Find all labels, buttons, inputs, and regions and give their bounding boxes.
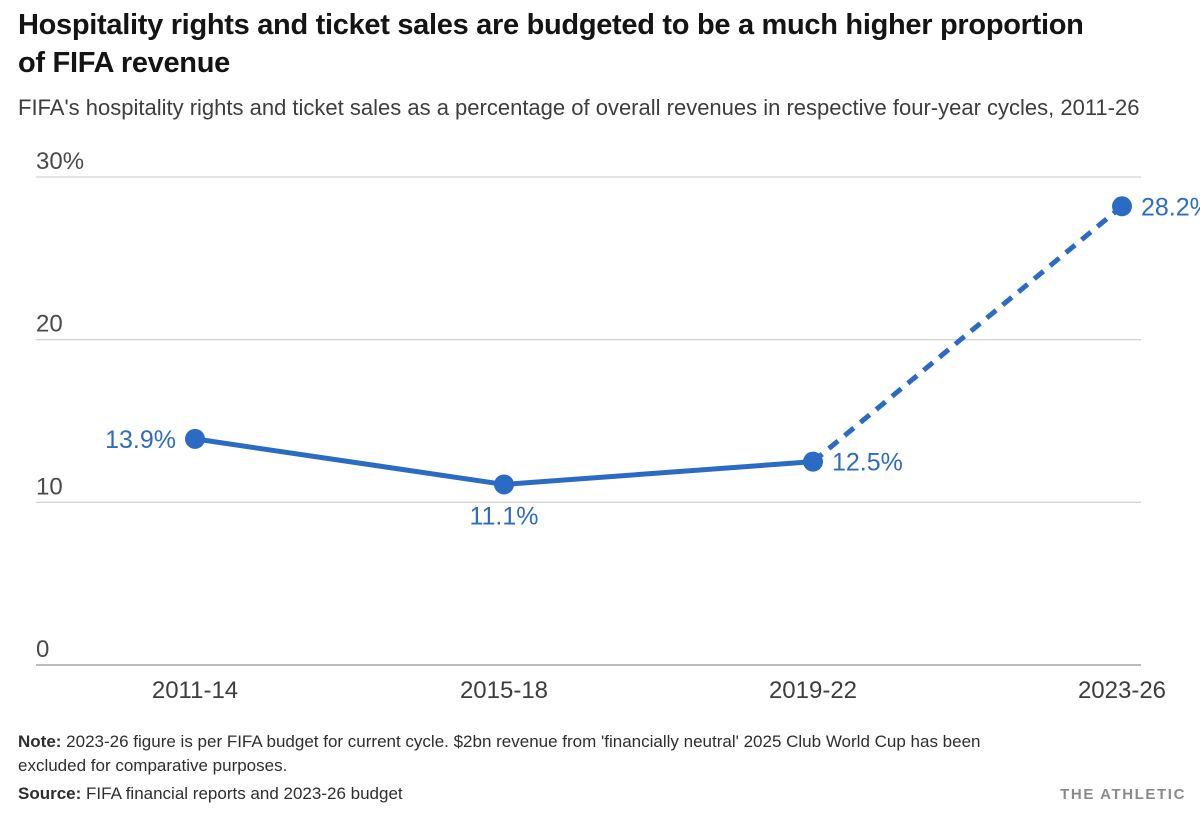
chart-note: Note: 2023-26 figure is per FIFA budget … [18,730,993,777]
series-line-dashed [811,204,1124,464]
note-text: 2023-26 figure is per FIFA budget for cu… [18,732,981,775]
y-tick-label: 0 [36,636,49,663]
y-tick-label: 10 [36,473,63,500]
data-point-label: 13.9% [105,426,176,454]
chart-title: Hospitality rights and ticket sales are … [18,9,1084,79]
data-point [803,451,823,472]
source-label: Source: [18,784,82,803]
data-point [494,474,514,495]
source-text: FIFA financial reports and 2023-26 budge… [81,784,403,803]
the-athletic-logo: THE ATHLETIC [1060,786,1186,803]
x-axis-label: 2019-22 [769,677,857,704]
data-point-label: 12.5% [832,449,903,477]
x-axis-label: 2011-14 [152,677,238,704]
chart-subtitle: FIFA's hospitality rights and ticket sal… [18,95,1140,120]
data-point-label: 11.1% [469,502,538,530]
chart-source: Source: FIFA financial reports and 2023-… [18,784,403,804]
data-point [185,428,205,449]
x-axis-label: 2023-26 [1078,677,1166,704]
footer-row: Source: FIFA financial reports and 2023-… [18,784,1186,804]
line-chart: 0 10 20 30% 13.9% 11.1% 12.5% 28.2% 2011-14 2015-… [18,134,1200,719]
data-point-label: 28.2% [1141,193,1200,221]
note-label: Note: [18,732,62,751]
line-chart-svg: 0 10 20 30% 13.9% 11.1% 12.5% 28.2% 2011-14 2015-… [36,148,1200,704]
y-tick-label: 20 [36,311,63,338]
x-axis-label: 2015-18 [460,677,548,704]
data-point [1112,196,1132,217]
y-tick-label: 30% [36,148,84,175]
